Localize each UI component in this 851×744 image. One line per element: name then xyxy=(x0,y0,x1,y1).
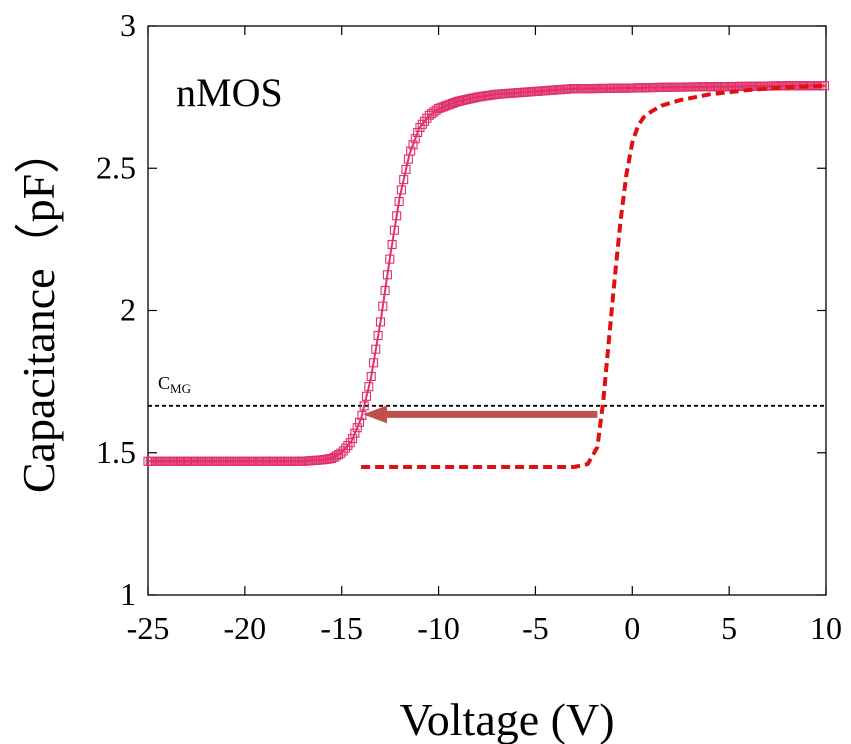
data-point-marker xyxy=(382,270,392,280)
y-tick-label: 1.5 xyxy=(96,434,136,470)
data-point-marker xyxy=(368,358,379,368)
data-point-marker xyxy=(450,97,460,108)
data-point-marker xyxy=(410,134,420,144)
data-point-marker xyxy=(454,96,465,106)
data-point-marker xyxy=(408,140,418,150)
y-tick-label: 3 xyxy=(120,7,136,43)
data-point-marker xyxy=(401,164,411,174)
data-point-marker xyxy=(420,116,430,126)
x-tick-label: -25 xyxy=(127,610,170,646)
data-point-marker xyxy=(399,175,409,185)
data-point-marker xyxy=(415,122,425,132)
reference-label-main: C xyxy=(158,373,170,393)
data-point-marker xyxy=(373,330,383,341)
data-point-marker xyxy=(443,100,453,110)
reference-label-subscript: MG xyxy=(170,381,191,396)
data-point-marker xyxy=(331,451,341,461)
data-point-marker xyxy=(447,98,458,108)
data-point-marker xyxy=(341,443,351,453)
data-point-marker xyxy=(348,434,358,444)
y-tick-label: 1 xyxy=(120,576,136,612)
data-point-marker xyxy=(343,440,353,451)
data-point-marker xyxy=(417,119,427,129)
shift-arrow-head xyxy=(363,405,388,424)
data-point-marker xyxy=(436,103,446,113)
data-point-marker xyxy=(406,146,416,156)
axis-ticks: -25 -20 -15 -10 -5 0 5 10 1 1.5 2 2.5 3 xyxy=(96,7,842,646)
data-point-marker xyxy=(336,448,346,458)
data-point-marker xyxy=(389,225,399,235)
data-point-marker xyxy=(424,110,434,120)
x-tick-label: -15 xyxy=(320,610,363,646)
y-tick-label: 2.5 xyxy=(96,149,136,185)
data-point-marker xyxy=(431,105,441,115)
reference-line-label: CMG xyxy=(158,373,191,396)
data-point-marker xyxy=(434,103,444,114)
y-tick-label: 2 xyxy=(120,292,136,328)
data-point-marker xyxy=(366,371,376,382)
series-square-markers xyxy=(143,81,830,466)
data-point-marker xyxy=(338,446,348,456)
data-point-marker xyxy=(375,317,386,327)
data-point-marker xyxy=(387,239,397,250)
x-tick-label: -20 xyxy=(224,610,267,646)
data-point-marker xyxy=(445,99,455,109)
y-axis-label: Capacitance（pF） xyxy=(13,128,64,493)
data-point-marker xyxy=(371,344,381,354)
x-axis-label: Voltage (V) xyxy=(399,694,614,744)
x-tick-label: -10 xyxy=(417,610,460,646)
data-point-marker xyxy=(413,127,423,138)
data-point-marker xyxy=(452,97,462,107)
series-line-dashed xyxy=(361,83,827,469)
data-point-marker xyxy=(385,254,395,264)
data-point-marker xyxy=(427,109,437,119)
data-point-marker xyxy=(422,113,432,123)
data-point-marker xyxy=(364,382,374,392)
data-point-marker xyxy=(361,391,372,401)
data-point-marker xyxy=(352,423,362,433)
data-point-marker xyxy=(354,417,365,427)
data-point-marker xyxy=(392,211,402,221)
data-point-marker xyxy=(380,285,390,296)
x-tick-label: -5 xyxy=(522,610,549,646)
x-tick-label: 0 xyxy=(624,610,640,646)
shift-arrow-group xyxy=(363,405,598,424)
reference-line-group: CMG xyxy=(148,373,826,407)
data-point-marker xyxy=(378,301,388,311)
device-annotation: nMOS xyxy=(176,70,283,115)
data-point-marker xyxy=(350,428,360,438)
data-point-marker xyxy=(394,196,404,207)
x-tick-label: 5 xyxy=(721,610,737,646)
x-tick-label: 10 xyxy=(810,610,842,646)
data-point-marker xyxy=(396,185,406,195)
data-point-marker xyxy=(440,101,451,111)
series-layer xyxy=(143,81,830,469)
data-point-marker xyxy=(359,401,369,411)
data-point-marker xyxy=(438,102,448,112)
